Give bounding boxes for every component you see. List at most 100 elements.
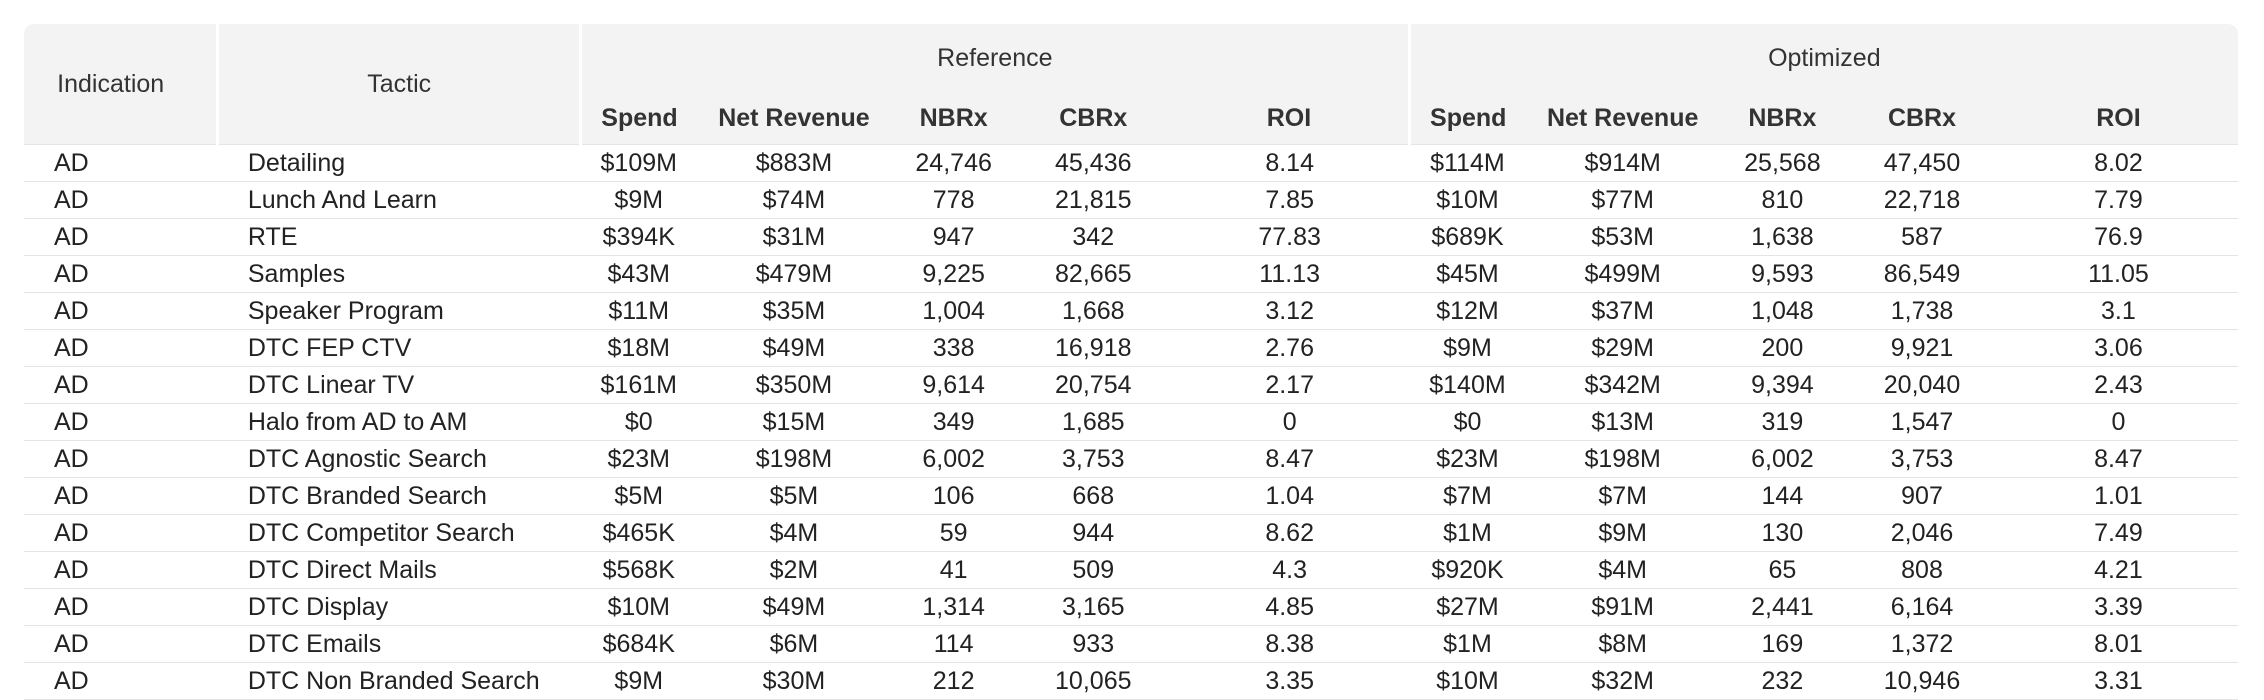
- cell-ref-net-revenue: $15M: [697, 403, 891, 441]
- table-row[interactable]: AD DTC Branded Search $5M $5M 106 668 1.04 $7M $…: [24, 477, 2238, 515]
- cell-ref-roi: 2.76: [1170, 329, 1410, 367]
- header-indication[interactable]: Indication: [24, 24, 218, 145]
- table-row[interactable]: AD Lunch And Learn $9M $74M 778 21,815 7.85 $10…: [24, 181, 2238, 219]
- cell-indication: AD: [24, 292, 218, 330]
- table-row[interactable]: AD DTC Direct Mails $568K $2M 41 509 4.3 $920K $…: [24, 551, 2238, 589]
- header-ref-nbrx[interactable]: NBRx: [890, 92, 1017, 145]
- cell-opt-cbrx: 1,547: [1845, 403, 1999, 441]
- cell-ref-net-revenue: $35M: [697, 292, 891, 330]
- cell-opt-nbrx: 200: [1719, 329, 1846, 367]
- cell-ref-net-revenue: $883M: [697, 144, 891, 182]
- header-opt-nbrx[interactable]: NBRx: [1719, 92, 1846, 145]
- header-ref-cbrx[interactable]: CBRx: [1016, 92, 1171, 145]
- cell-ref-cbrx: 509: [1016, 551, 1171, 589]
- cell-ref-cbrx: 1,685: [1016, 403, 1171, 441]
- cell-opt-roi: 8.02: [1998, 144, 2238, 182]
- cell-opt-roi: 2.43: [1998, 366, 2238, 404]
- cell-opt-nbrx: 1,638: [1719, 218, 1846, 256]
- cell-ref-spend: $684K: [580, 625, 697, 663]
- cell-opt-cbrx: 6,164: [1845, 588, 1999, 626]
- table-row[interactable]: AD Speaker Program $11M $35M 1,004 1,668 3.12 $…: [24, 292, 2238, 330]
- cell-opt-net-revenue: $91M: [1525, 588, 1720, 626]
- cell-ref-nbrx: 338: [890, 329, 1017, 367]
- cell-opt-cbrx: 2,046: [1845, 514, 1999, 552]
- cell-indication: AD: [24, 218, 218, 256]
- cell-opt-roi: 1.01: [1998, 477, 2238, 515]
- cell-ref-net-revenue: $198M: [697, 440, 891, 478]
- cell-indication: AD: [24, 329, 218, 367]
- header-group-reference: Reference: [578, 24, 1410, 92]
- cell-opt-nbrx: 810: [1719, 181, 1846, 219]
- cell-opt-nbrx: 9,593: [1719, 255, 1846, 293]
- cell-ref-roi: 4.3: [1170, 551, 1410, 589]
- cell-ref-cbrx: 82,665: [1016, 255, 1171, 293]
- cell-opt-net-revenue: $8M: [1525, 625, 1720, 663]
- cell-indication: AD: [24, 255, 218, 293]
- table-row[interactable]: AD DTC Display $10M $49M 1,314 3,165 4.85 $27M $…: [24, 588, 2238, 626]
- header-opt-net-revenue[interactable]: Net Revenue: [1525, 92, 1720, 145]
- cell-opt-net-revenue: $77M: [1525, 181, 1720, 219]
- cell-opt-nbrx: 232: [1719, 662, 1846, 700]
- cell-ref-cbrx: 668: [1016, 477, 1171, 515]
- table-row[interactable]: AD Detailing $109M $883M 24,746 45,436 8.14 $11…: [24, 144, 2238, 182]
- header-opt-spend[interactable]: Spend: [1407, 92, 1526, 145]
- cell-ref-net-revenue: $74M: [697, 181, 891, 219]
- cell-opt-roi: 0: [1998, 403, 2238, 441]
- header-ref-net-revenue[interactable]: Net Revenue: [697, 92, 891, 145]
- cell-ref-roi: 8.62: [1170, 514, 1410, 552]
- cell-tactic: Lunch And Learn: [217, 181, 581, 219]
- cell-tactic: DTC Linear TV: [217, 366, 581, 404]
- cell-opt-spend: $10M: [1409, 181, 1526, 219]
- cell-indication: AD: [24, 662, 218, 700]
- table-row[interactable]: AD Halo from AD to AM $0 $15M 349 1,685 0 $0 $13…: [24, 403, 2238, 441]
- cell-ref-spend: $109M: [580, 144, 697, 182]
- cell-opt-spend: $0: [1409, 403, 1526, 441]
- header-opt-cbrx[interactable]: CBRx: [1845, 92, 1999, 145]
- cell-ref-net-revenue: $49M: [697, 588, 891, 626]
- header-ref-spend[interactable]: Spend: [578, 92, 697, 145]
- header-ref-roi[interactable]: ROI: [1170, 92, 1410, 145]
- cell-opt-roi: 3.1: [1998, 292, 2238, 330]
- cell-opt-nbrx: 144: [1719, 477, 1846, 515]
- cell-ref-roi: 11.13: [1170, 255, 1410, 293]
- table-row[interactable]: AD DTC FEP CTV $18M $49M 338 16,918 2.76 $9M $29…: [24, 329, 2238, 367]
- cell-opt-nbrx: 9,394: [1719, 366, 1846, 404]
- cell-opt-net-revenue: $37M: [1525, 292, 1720, 330]
- table-row[interactable]: AD DTC Linear TV $161M $350M 9,614 20,754 2.17…: [24, 366, 2238, 404]
- cell-tactic: DTC Agnostic Search: [217, 440, 581, 478]
- table-row[interactable]: AD DTC Competitor Search $465K $4M 59 944 8.62…: [24, 514, 2238, 552]
- cell-opt-roi: 8.01: [1998, 625, 2238, 663]
- cell-opt-cbrx: 20,040: [1845, 366, 1999, 404]
- cell-tactic: DTC Display: [217, 588, 581, 626]
- cell-ref-roi: 7.85: [1170, 181, 1410, 219]
- cell-ref-nbrx: 349: [890, 403, 1017, 441]
- table-row[interactable]: AD DTC Agnostic Search $23M $198M 6,002 3,753…: [24, 440, 2238, 478]
- table-row[interactable]: AD DTC Emails $684K $6M 114 933 8.38 $1M $8M 169 1…: [24, 625, 2238, 663]
- cell-ref-nbrx: 24,746: [890, 144, 1017, 182]
- results-table-container: Indication Tactic Reference Optimized Sp…: [24, 24, 2238, 700]
- header-opt-roi[interactable]: ROI: [1998, 92, 2238, 145]
- table-row[interactable]: AD Samples $43M $479M 9,225 82,665 11.13 $45M $4…: [24, 255, 2238, 293]
- table-row[interactable]: AD DTC Non Branded Search $9M $30M 212 10,065…: [24, 662, 2238, 700]
- cell-ref-spend: $9M: [580, 662, 697, 700]
- cell-ref-net-revenue: $5M: [697, 477, 891, 515]
- cell-opt-spend: $114M: [1409, 144, 1526, 182]
- cell-opt-roi: 4.21: [1998, 551, 2238, 589]
- cell-opt-spend: $23M: [1409, 440, 1526, 478]
- cell-ref-cbrx: 944: [1016, 514, 1171, 552]
- cell-ref-spend: $11M: [580, 292, 697, 330]
- cell-ref-nbrx: 9,225: [890, 255, 1017, 293]
- cell-ref-spend: $5M: [580, 477, 697, 515]
- cell-ref-cbrx: 45,436: [1016, 144, 1171, 182]
- cell-opt-spend: $9M: [1409, 329, 1526, 367]
- cell-opt-nbrx: 6,002: [1719, 440, 1846, 478]
- cell-opt-nbrx: 169: [1719, 625, 1846, 663]
- cell-opt-net-revenue: $13M: [1525, 403, 1720, 441]
- cell-ref-spend: $43M: [580, 255, 697, 293]
- cell-ref-net-revenue: $30M: [697, 662, 891, 700]
- header-group-optimized: Optimized: [1407, 24, 2238, 92]
- cell-opt-roi: 11.05: [1998, 255, 2238, 293]
- table-row[interactable]: AD RTE $394K $31M 947 342 77.83 $689K $53M 1,638 5…: [24, 218, 2238, 256]
- cell-ref-roi: 4.85: [1170, 588, 1410, 626]
- header-tactic[interactable]: Tactic: [216, 24, 581, 145]
